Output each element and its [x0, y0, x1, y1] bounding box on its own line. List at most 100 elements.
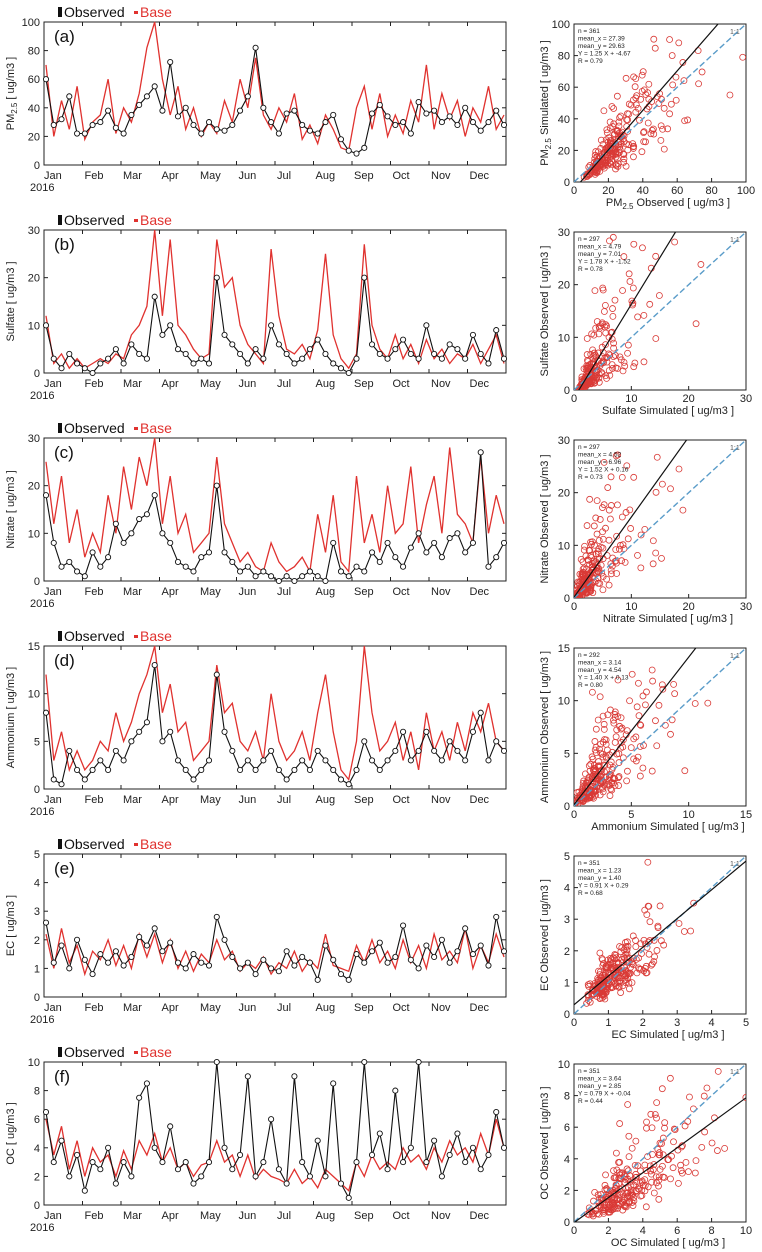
scatter-point — [598, 770, 606, 778]
scatter-point — [658, 681, 666, 689]
observed-point — [182, 104, 189, 111]
scatter-point — [657, 937, 665, 945]
scatter-point — [600, 720, 608, 728]
observed-point — [384, 113, 391, 120]
x-tick-label-may: May — [200, 794, 221, 806]
base-series-line — [45, 21, 505, 152]
scatter-point — [687, 927, 695, 935]
observed-point — [283, 948, 290, 955]
scatter-point — [622, 162, 630, 170]
scatter-point — [592, 725, 600, 733]
observed-point — [128, 530, 135, 537]
observed-point — [66, 1173, 73, 1180]
observed-point — [330, 956, 337, 963]
scatter-point — [605, 1203, 613, 1211]
scatter-point — [605, 581, 613, 589]
scatter-point — [618, 557, 626, 565]
observed-point — [74, 936, 81, 943]
observed-point — [244, 1073, 251, 1080]
scatter-point — [586, 571, 594, 579]
scatter-point — [634, 551, 641, 559]
scatter-stat-line: R = 0.68 — [578, 890, 603, 897]
observed-point — [454, 1130, 461, 1137]
scatter-point — [604, 711, 612, 719]
scatter-point — [609, 312, 617, 320]
scatter-point — [597, 987, 604, 995]
scatter-point — [624, 1175, 631, 1183]
observed-point — [151, 662, 158, 669]
scatter-point — [632, 94, 640, 102]
observed-point — [500, 1144, 508, 1151]
scatter-points — [574, 440, 746, 598]
x-year-label: 2016 — [30, 806, 54, 818]
scatter-point — [675, 465, 683, 473]
observed-point — [151, 492, 158, 499]
observed-point — [112, 346, 119, 353]
scatter-point — [626, 1172, 634, 1179]
observed-point — [128, 341, 135, 348]
observed-point — [275, 577, 282, 585]
observed-point — [477, 709, 484, 716]
scatter-point — [607, 560, 615, 568]
observed-point — [469, 728, 476, 735]
observed-point — [213, 274, 220, 281]
observed-point — [159, 948, 166, 955]
scatter-point — [591, 372, 599, 380]
scatter-point — [618, 1169, 626, 1177]
scatter-point — [601, 995, 609, 1003]
observed-point — [42, 919, 50, 926]
observed-point — [81, 130, 88, 137]
observed-point — [74, 766, 81, 773]
observed-point — [454, 747, 461, 754]
regression-line — [574, 1097, 746, 1222]
scatter-point — [742, 1094, 746, 1101]
observed-point — [361, 959, 368, 966]
observed-point — [174, 959, 182, 966]
scatter-point — [641, 701, 649, 709]
scatter-x-axis-label: Nitrate Simulated [ ug/m3 ] — [603, 613, 733, 625]
observed-point — [314, 130, 321, 137]
scatter-point — [633, 969, 641, 977]
scatter-point — [601, 301, 609, 309]
scatter-point — [642, 138, 649, 146]
scatter-y-tick-label: 30 — [558, 227, 570, 239]
scatter-point — [617, 989, 625, 996]
observed-series-line — [45, 452, 505, 582]
scatter-point — [652, 549, 660, 557]
scatter-y-tick-label: 2 — [564, 1185, 570, 1197]
y-tick-label: 0 — [34, 160, 40, 172]
scatter-point — [619, 541, 627, 549]
scatter-point — [643, 1118, 650, 1126]
scatter-point — [599, 286, 607, 294]
scatter-point — [630, 240, 638, 248]
scatter-point — [612, 149, 620, 157]
observed-point — [213, 126, 220, 133]
scatter-point — [614, 713, 622, 720]
observed-point — [462, 355, 469, 362]
observed-point — [477, 1166, 484, 1173]
observed-point — [229, 747, 236, 754]
one-to-one-line — [574, 856, 746, 1014]
scatter-stat-line: mean_x = 4.52 — [578, 452, 622, 459]
observed-point — [151, 1144, 158, 1151]
observed-point — [322, 119, 329, 126]
observed-point — [431, 350, 438, 357]
observed-point — [229, 1166, 236, 1173]
scatter-point — [606, 371, 614, 379]
scatter-point — [616, 1185, 624, 1193]
y-tick-label: 30 — [28, 225, 40, 237]
scatter-point — [585, 996, 592, 1004]
observed-point — [314, 336, 321, 343]
observed-point — [167, 58, 174, 66]
scatter-point — [585, 547, 593, 554]
observed-point — [407, 956, 414, 963]
scatter-point — [614, 1202, 622, 1209]
scatter-point — [703, 1084, 711, 1092]
observed-point — [454, 530, 461, 537]
scatter-point — [599, 535, 607, 543]
observed-point — [368, 341, 376, 348]
chart-row-c: Observed Base 0 10 20 30 Jan Feb Mar Apr May Jun Jul… — [5, 420, 752, 625]
scatter-point — [599, 788, 607, 796]
observed-point — [112, 124, 119, 131]
scatter-point — [608, 103, 616, 110]
